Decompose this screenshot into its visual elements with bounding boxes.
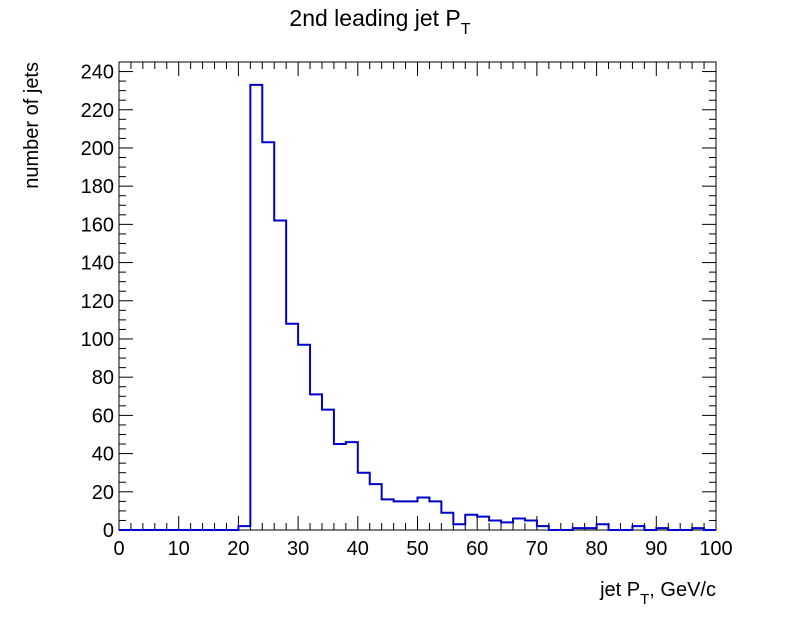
y-tick-label: 60 (92, 405, 114, 427)
y-tick-label: 80 (92, 367, 114, 389)
y-tick-label: 40 (92, 444, 114, 466)
histogram-series-line (119, 83, 716, 531)
histogram-bin (573, 528, 585, 530)
histogram-bin (262, 142, 274, 530)
histogram-bin (238, 526, 250, 530)
histogram-bin (274, 221, 286, 530)
histogram-bin (501, 522, 513, 530)
histogram-bin (489, 520, 501, 530)
y-tick-label: 120 (81, 291, 114, 313)
histogram-bin (322, 410, 334, 530)
y-tick-label: 200 (81, 138, 114, 160)
histogram-bin (477, 517, 489, 530)
histogram-bin (692, 528, 704, 530)
histogram-bin (286, 324, 298, 530)
histogram-bin (465, 515, 477, 530)
chart-title-subscript: T (461, 21, 471, 38)
histogram-bins (238, 85, 704, 530)
x-tick-label: 10 (168, 538, 190, 560)
chart-title: 2nd leading jet PT (289, 5, 470, 38)
histogram-bin (453, 524, 465, 530)
histogram-bin (429, 501, 441, 530)
histogram-bin (656, 528, 668, 530)
x-axis-title-main: jet P (599, 579, 640, 601)
x-tick-label: 40 (347, 538, 369, 560)
histogram-bin (406, 501, 418, 530)
y-tick-label: 0 (103, 520, 114, 542)
histogram-bin (513, 519, 525, 530)
x-tick-label: 0 (113, 538, 124, 560)
y-tick-label: 160 (81, 214, 114, 236)
plot-frame (118, 61, 717, 531)
y-tick-label: 140 (81, 253, 114, 275)
histogram-bin (441, 513, 453, 530)
x-axis-title: jet PT, GeV/c (599, 579, 716, 608)
y-axis-ticks (119, 61, 716, 531)
x-tick-label: 70 (526, 538, 548, 560)
x-axis-ticks (118, 62, 717, 530)
x-tick-label: 20 (227, 538, 249, 560)
histogram-bin (334, 444, 346, 530)
y-tick-label: 180 (81, 176, 114, 198)
histogram-bin (310, 394, 322, 530)
x-tick-label: 100 (699, 538, 732, 560)
histogram-bin (585, 528, 597, 530)
histogram-bin (537, 526, 549, 530)
chart-title-main: 2nd leading jet P (289, 5, 460, 31)
histogram-bin (525, 520, 537, 530)
histogram-bin (250, 85, 262, 530)
x-tick-label: 90 (645, 538, 667, 560)
x-tick-label: 80 (585, 538, 607, 560)
y-tick-label: 20 (92, 482, 114, 504)
x-axis-title-subscript: T (640, 591, 649, 608)
y-tick-label: 100 (81, 329, 114, 351)
x-tick-label: 50 (406, 538, 428, 560)
histogram-bin (394, 501, 406, 530)
histogram-bin (632, 526, 644, 530)
histogram-bin (418, 498, 430, 530)
histogram-bin (298, 345, 310, 530)
x-tick-label: 30 (287, 538, 309, 560)
y-axis-tick-labels: 0 20 40 60 80 100 120 140 160 180 200 220 240 (81, 62, 114, 542)
x-axis-title-unit: , GeV/c (649, 579, 716, 601)
histogram-bin (370, 484, 382, 530)
histogram-bin (382, 499, 394, 530)
histogram-bin (597, 524, 609, 530)
x-axis-tick-labels: 0 10 20 30 40 50 60 70 80 90 100 (113, 538, 732, 560)
y-axis-title: number of jets (21, 62, 43, 189)
histogram-bin (358, 473, 370, 530)
x-tick-label: 60 (466, 538, 488, 560)
histogram-bin (346, 442, 358, 530)
y-tick-label: 240 (81, 62, 114, 84)
y-tick-label: 220 (81, 100, 114, 122)
